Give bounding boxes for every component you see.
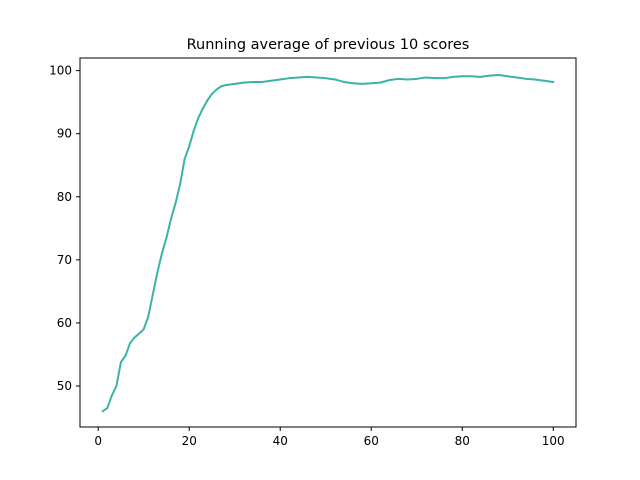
- data-point: [534, 78, 537, 81]
- data-point: [452, 75, 455, 78]
- data-point: [183, 157, 186, 160]
- y-tick-label: 90: [57, 127, 72, 141]
- data-point: [110, 394, 113, 397]
- x-tick-label: 20: [182, 434, 197, 448]
- x-tick-label: 40: [273, 434, 288, 448]
- y-tick-label: 100: [49, 64, 72, 78]
- x-tick-label: 100: [542, 434, 565, 448]
- chart-title: Running average of previous 10 scores: [187, 37, 470, 53]
- data-point: [124, 354, 127, 357]
- data-point: [406, 78, 409, 81]
- data-point: [192, 129, 195, 132]
- data-point: [242, 81, 245, 84]
- data-point: [220, 85, 223, 88]
- data-point: [133, 336, 136, 339]
- data-point: [497, 74, 500, 77]
- data-point: [352, 82, 355, 85]
- data-point: [156, 271, 159, 274]
- data-point: [333, 78, 336, 81]
- data-point: [397, 77, 400, 80]
- data-point: [488, 74, 491, 77]
- data-point: [160, 252, 163, 255]
- data-point: [324, 77, 327, 80]
- x-tick-label: 80: [455, 434, 470, 448]
- data-point: [101, 410, 104, 413]
- data-point: [279, 78, 282, 81]
- data-point: [270, 79, 273, 82]
- data-point: [138, 332, 141, 335]
- data-point: [229, 83, 232, 86]
- data-point: [470, 75, 473, 78]
- data-point: [479, 75, 482, 78]
- data-point: [261, 80, 264, 83]
- data-point: [179, 183, 182, 186]
- data-point: [388, 79, 391, 82]
- data-point: [224, 84, 227, 87]
- data-point: [197, 116, 200, 119]
- data-point: [115, 385, 118, 387]
- data-point: [288, 77, 291, 80]
- data-point: [361, 82, 364, 85]
- data-point: [119, 361, 122, 364]
- y-tick-label: 60: [57, 316, 72, 330]
- data-point: [174, 202, 177, 205]
- y-tick-label: 80: [57, 190, 72, 204]
- data-point: [433, 77, 436, 80]
- x-axis: 0 20 40 60 80 100: [94, 427, 565, 448]
- data-point: [370, 82, 373, 85]
- data-point: [524, 77, 527, 80]
- data-point: [165, 236, 168, 239]
- data-point: [342, 80, 345, 83]
- data-point: [170, 217, 173, 220]
- data-point: [552, 80, 555, 83]
- data-point: [106, 407, 109, 410]
- data-point: [151, 293, 154, 296]
- data-point: [297, 76, 300, 79]
- data-point: [129, 342, 132, 345]
- data-point: [201, 107, 204, 110]
- series-layer: [101, 74, 555, 413]
- y-tick-label: 70: [57, 253, 72, 267]
- data-point: [147, 315, 150, 318]
- data-point: [188, 145, 191, 148]
- data-point: [506, 75, 509, 78]
- data-point: [543, 79, 546, 82]
- data-point: [142, 328, 145, 331]
- y-tick-label: 50: [57, 379, 72, 393]
- data-point: [379, 81, 382, 84]
- data-point: [443, 77, 446, 80]
- data-point: [515, 76, 518, 79]
- series-line: [101, 74, 555, 413]
- data-point: [206, 99, 209, 102]
- data-point: [215, 88, 218, 91]
- data-point: [315, 76, 318, 79]
- data-point: [306, 75, 309, 78]
- data-point: [210, 92, 213, 95]
- x-tick-label: 0: [94, 434, 102, 448]
- y-axis: 50 60 70 80 90 100: [49, 64, 80, 393]
- data-point: [415, 77, 418, 80]
- data-point: [233, 82, 236, 85]
- data-point: [424, 76, 427, 79]
- data-point: [461, 75, 464, 78]
- plot-area-frame: [79, 57, 577, 428]
- x-tick-label: 60: [364, 434, 379, 448]
- data-point: [251, 80, 254, 83]
